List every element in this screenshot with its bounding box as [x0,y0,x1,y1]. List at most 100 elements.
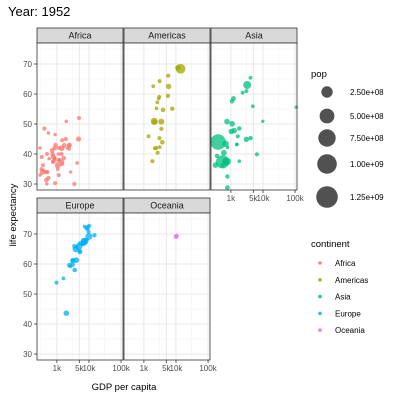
data-point-africa [60,160,65,165]
data-point-africa [45,170,50,174]
data-point-africa [57,158,62,162]
data-point-asia [212,162,219,168]
data-point-africa [72,181,77,187]
size-legend-label: 1.00e+09 [350,160,384,169]
data-point-africa [38,146,42,150]
x-axis-title: GDP per capita [92,382,157,393]
color-legend-label-americas: Americas [335,276,368,285]
data-point-africa [50,159,55,164]
data-point-africa [53,142,58,148]
data-point-africa [56,152,60,156]
size-legend-key [317,154,337,174]
facet-panel-oceania [124,213,210,360]
data-point-asia [240,90,245,95]
data-point-asia [244,89,249,94]
data-point-europe [77,248,82,253]
color-legend-title: continent [311,239,350,250]
data-point-africa [52,156,57,161]
data-point-asia [229,98,235,104]
x-tick-label: 1k [140,364,149,373]
data-point-americas [155,100,160,105]
data-point-africa [60,138,65,143]
data-point-americas [175,65,181,71]
data-point-americas [159,126,164,131]
x-tick-label: 100k [112,364,130,373]
size-legend-label: 7.50e+08 [350,134,384,143]
color-legend-label-oceania: Oceania [335,326,365,335]
data-point-americas [155,150,160,155]
data-point-africa [59,151,64,157]
y-tick-label: 40 [23,320,32,329]
data-point-africa [68,170,73,174]
data-point-asia [237,159,242,163]
data-point-americas [157,94,162,99]
data-point-asia [210,134,226,150]
data-point-africa [61,142,67,148]
data-point-asia [221,149,227,156]
data-point-americas [160,107,166,113]
facet-border-europe [36,212,124,361]
y-axis-title: life expectancy [8,183,19,246]
facet-strip-label-asia: Asia [245,31,263,41]
data-point-americas [160,140,165,145]
data-point-europe [82,224,87,229]
size-legend-label: 5.00e+08 [350,112,384,121]
data-point-asia [228,128,235,135]
data-point-africa [50,151,55,157]
facet-panel-europe [37,213,123,360]
data-point-asia [224,118,230,125]
data-point-africa [47,156,51,161]
color-legend-label-asia: Asia [335,293,351,302]
data-point-europe [92,233,97,238]
data-point-africa [46,131,51,135]
color-legend-key-asia [318,294,322,299]
facet-strip-label-americas: Americas [148,31,186,41]
data-point-asia [237,126,242,131]
data-point-americas [152,119,157,125]
data-point-africa [38,173,42,177]
data-point-africa [54,162,62,169]
chart-title: Year: 1952 [8,4,70,19]
data-point-asia [214,153,220,158]
data-point-europe [61,276,66,281]
size-legend-key [316,186,338,208]
size-legend-label: 1.25e+09 [350,193,384,202]
data-point-asia [243,136,250,142]
data-point-africa [53,132,57,137]
x-tick-label: 100k [199,364,217,373]
size-legend-key [318,129,336,147]
data-point-africa [56,145,61,150]
data-point-africa [55,167,60,171]
data-point-asia [243,81,252,89]
x-tick-label: 1k [227,194,236,203]
data-point-americas [165,83,172,90]
facet-border-africa [36,42,124,191]
data-point-africa [63,136,68,142]
data-point-asia [225,145,230,150]
data-point-africa [67,147,71,151]
y-tick-label: 70 [23,60,32,69]
facet-border-americas [123,42,211,191]
size-legend-label: 2.50e+08 [350,88,384,97]
data-point-europe [72,267,77,273]
data-point-asia [225,185,230,191]
size-legend-key [321,86,333,98]
color-legend-label-europe: Europe [335,309,361,318]
color-legend-key-americas [318,278,322,282]
y-tick-label: 70 [23,230,32,239]
x-tick-label: 1k [53,364,62,373]
data-point-europe [84,237,89,243]
x-tick-label: 10k [257,194,271,203]
color-legend-key-europe [318,311,322,316]
y-tick-label: 60 [23,90,32,99]
x-tick-label: 10k [170,364,184,373]
data-point-africa [64,119,69,124]
data-point-europe [86,229,91,234]
y-tick-label: 50 [23,120,32,129]
facet-strip-label-oceania: Oceania [150,201,184,211]
color-legend-key-oceania [318,328,322,333]
facet-strip-label-europe: Europe [65,201,94,211]
data-point-africa [41,168,45,173]
